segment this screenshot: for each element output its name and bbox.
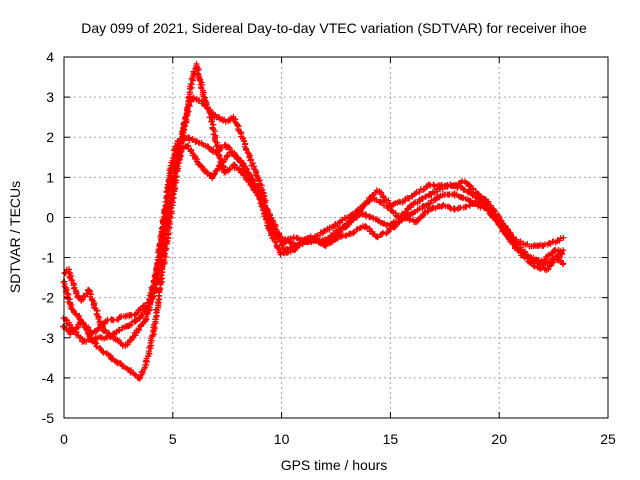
x-axis-label: GPS time / hours [281,457,388,473]
data-point [353,213,360,220]
data-point [216,162,223,169]
y-tick-label: 3 [46,89,54,105]
data-point [203,100,210,107]
data-point [534,259,540,265]
axis-ticks [63,56,609,419]
y-tick-label: -1 [42,250,55,266]
data-point [560,234,567,241]
data-point [360,202,367,209]
data-point [362,223,369,230]
data-point [421,209,428,216]
data-point [406,217,413,224]
data-point [211,171,218,178]
data-point [109,356,116,363]
data-point [167,191,174,198]
data-point [522,251,529,258]
data-point [407,202,414,209]
data-point [108,355,115,362]
data-point [311,236,318,243]
data-point [136,327,143,334]
series-trace-4 [60,142,567,345]
data-point [333,232,340,239]
data-point [115,326,122,333]
data-point [129,333,136,340]
x-tick-labels: 0 5 10 15 20 25 [60,431,616,447]
data-point [290,234,297,241]
data-point [69,277,76,283]
data-point [149,293,156,300]
data-point [272,239,279,245]
data-point [117,360,124,367]
data-point [539,242,546,249]
data-point [506,233,513,240]
y-tick-label: 2 [46,129,54,145]
x-tick-label: 25 [600,431,616,447]
data-point [163,222,170,229]
data-point [189,137,196,143]
data-point [498,220,505,227]
series-trace-2 [61,94,566,349]
y-tick-labels: -5 -4 -3 -2 -1 0 1 2 3 4 [42,49,55,426]
data-point [423,193,430,200]
data-point [278,242,285,249]
data-point [560,247,567,254]
data-point [258,186,265,193]
x-tick-label: 0 [60,431,68,447]
data-point [320,228,327,235]
data-point [277,251,284,258]
data-point [166,200,173,207]
data-point [427,200,434,207]
data-point [447,181,454,188]
plot-frame [63,56,609,419]
data-point [204,105,211,112]
data-point [272,226,279,233]
data-point [128,321,134,328]
y-tick-label: -2 [42,290,55,306]
data-point [173,163,179,170]
data-point [91,304,97,311]
data-point [420,186,427,193]
x-tick-label: 15 [383,431,399,447]
chart-title: Day 099 of 2021, Sidereal Day-to-day VTE… [81,20,587,36]
x-tick-label: 20 [491,431,507,447]
data-point [385,197,392,204]
data-point [271,225,278,232]
data-point [187,81,194,88]
data-point [219,117,226,124]
data-point [193,158,200,165]
data-point [491,211,498,218]
data-point [389,208,396,215]
y-tick-label: -3 [42,330,55,346]
data-point [465,189,472,196]
data-point [185,94,192,101]
data-markers [59,61,567,382]
data-point [463,203,470,210]
y-tick-label: -4 [42,370,55,386]
data-point [177,146,184,153]
data-point [152,284,158,291]
data-point [97,334,104,341]
data-point [455,183,461,190]
y-tick-label: 4 [46,49,54,65]
y-axis-label: SDTVAR / TECUs [7,181,23,293]
data-point [363,224,370,231]
data-point [374,233,380,240]
data-point [436,185,443,191]
data-point [190,68,197,75]
data-point [159,275,166,282]
data-point [143,313,150,320]
x-tick-label: 5 [169,431,177,447]
y-tick-label: 1 [46,169,54,185]
data-point [234,154,241,160]
x-tick-label: 10 [274,431,290,447]
y-tick-label: 0 [46,209,54,225]
data-point [404,205,411,212]
data-point [366,213,373,220]
y-tick-label: -5 [42,410,55,426]
data-point [560,260,567,267]
